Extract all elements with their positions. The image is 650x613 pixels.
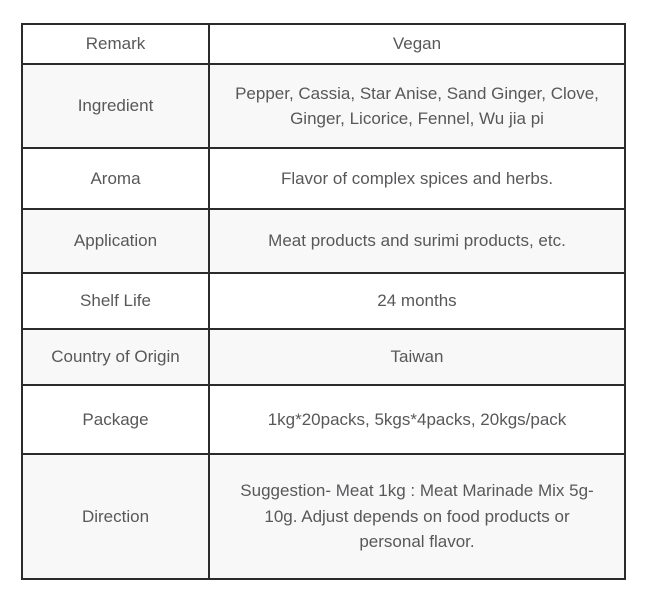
spec-value-cell: Meat products and surimi products, etc. [208, 208, 626, 274]
table-row-country-of-origin: Country of Origin Taiwan [21, 328, 626, 386]
spec-label-cell: Application [21, 208, 210, 274]
table-row-aroma: Aroma Flavor of complex spices and herbs… [21, 147, 626, 210]
spec-label-cell: Direction [21, 453, 210, 580]
spec-value-cell: Taiwan [208, 328, 626, 386]
spec-label-cell: Aroma [21, 147, 210, 210]
spec-label-cell: Package [21, 384, 210, 455]
table-row-direction: Direction Suggestion- Meat 1kg : Meat Ma… [21, 453, 626, 580]
table-row-remark: Remark Vegan [21, 23, 626, 65]
spec-value-cell: Suggestion- Meat 1kg : Meat Marinade Mix… [208, 453, 626, 580]
spec-label-cell: Remark [21, 23, 210, 65]
spec-value-cell: Flavor of complex spices and herbs. [208, 147, 626, 210]
spec-value-cell: 24 months [208, 272, 626, 330]
spec-label-cell: Country of Origin [21, 328, 210, 386]
table-row-application: Application Meat products and surimi pro… [21, 208, 626, 274]
spec-label-cell: Ingredient [21, 63, 210, 149]
spec-label-cell: Shelf Life [21, 272, 210, 330]
table-row-package: Package 1kg*20packs, 5kgs*4packs, 20kgs/… [21, 384, 626, 455]
spec-value-cell: 1kg*20packs, 5kgs*4packs, 20kgs/pack [208, 384, 626, 455]
spec-value-cell: Vegan [208, 23, 626, 65]
table-row-ingredient: Ingredient Pepper, Cassia, Star Anise, S… [21, 63, 626, 149]
spec-value-cell: Pepper, Cassia, Star Anise, Sand Ginger,… [208, 63, 626, 149]
table-row-shelf-life: Shelf Life 24 months [21, 272, 626, 330]
product-spec-table: Remark Vegan Ingredient Pepper, Cassia, … [21, 23, 626, 580]
